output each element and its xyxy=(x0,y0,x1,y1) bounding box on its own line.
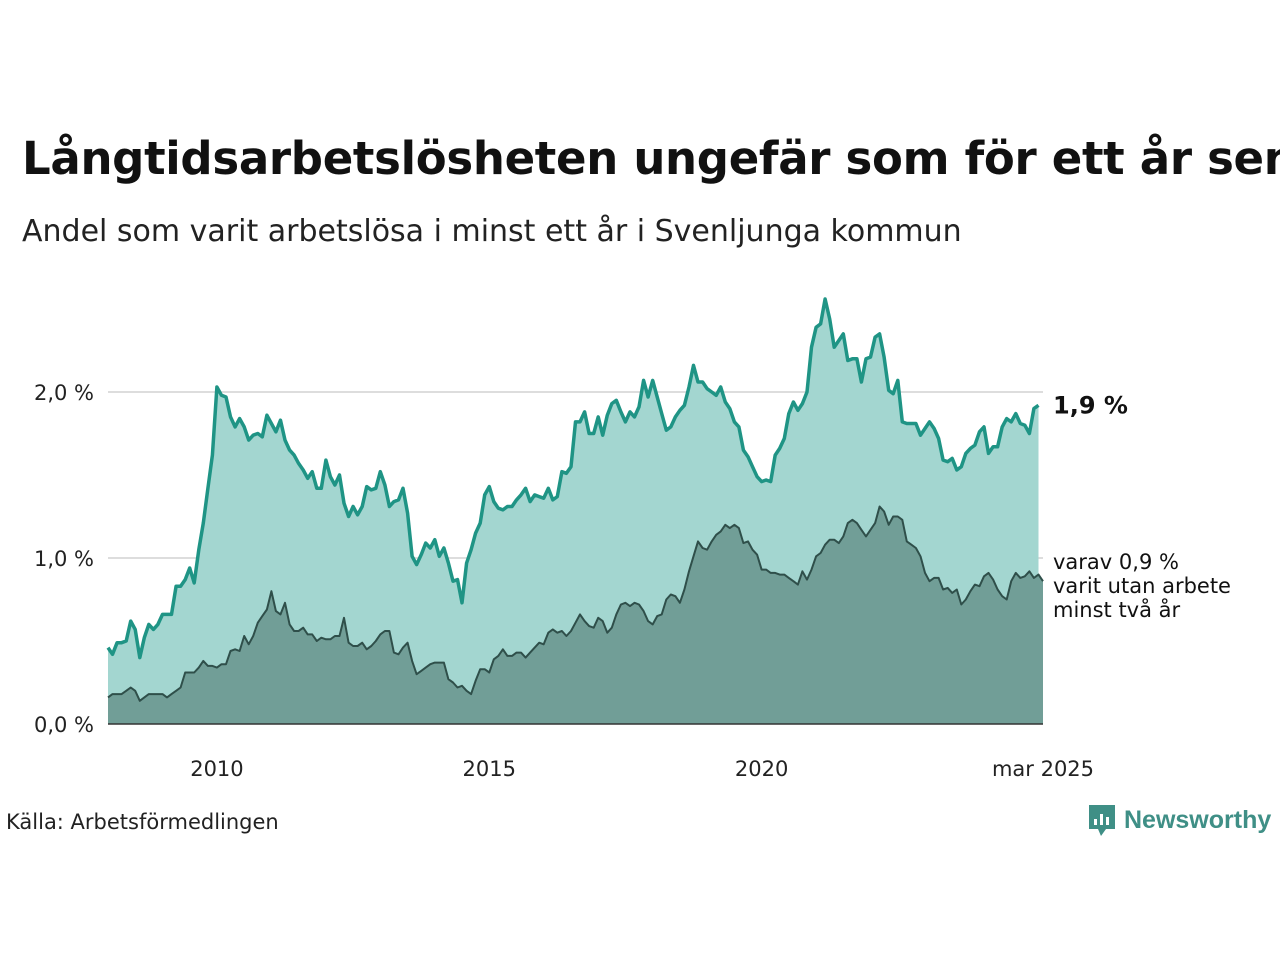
series-area-two-years xyxy=(108,506,1043,724)
source-note: Källa: Arbetsförmedlingen xyxy=(6,810,279,834)
logo-text: Newsworthy xyxy=(1124,805,1272,834)
newsworthy-logo-icon xyxy=(1089,805,1115,836)
series-areas xyxy=(108,299,1043,724)
y-tick-label: 0,0 % xyxy=(34,713,94,737)
end-label-two-years-line: varav 0,9 % xyxy=(1053,550,1179,574)
y-tick-label: 1,0 % xyxy=(34,547,94,571)
chart-area: 0,0 % 1,0 % 2,0 % 2010 2015 2020 mar 2025 1,9 … xyxy=(34,297,1231,781)
chart-title: Långtidsarbetslösheten ungefär som för e… xyxy=(22,132,1280,185)
newsworthy-logo: Newsworthy xyxy=(1086,802,1271,838)
series-lines xyxy=(106,297,1044,702)
chart-subtitle: Andel som varit arbetslösa i minst ett å… xyxy=(22,214,962,249)
axes: 0,0 % 1,0 % 2,0 % 2010 2015 2020 mar 2025 xyxy=(34,381,1094,781)
x-tick-label: 2020 xyxy=(735,757,788,781)
end-label-two-years-line: varit utan arbete xyxy=(1053,574,1231,598)
series-line-total xyxy=(106,297,1040,660)
y-tick-label: 2,0 % xyxy=(34,381,94,405)
x-tick-label: 2015 xyxy=(463,757,516,781)
series-line-two-years xyxy=(107,505,1044,702)
x-tick-label: mar 2025 xyxy=(992,757,1094,781)
x-tick-label: 2010 xyxy=(190,757,243,781)
end-label-total: 1,9 % xyxy=(1053,391,1128,419)
end-label-two-years-line: minst två år xyxy=(1053,597,1181,622)
